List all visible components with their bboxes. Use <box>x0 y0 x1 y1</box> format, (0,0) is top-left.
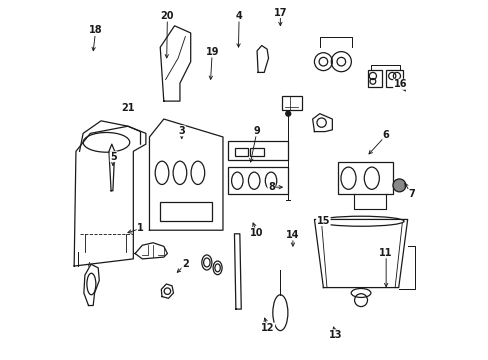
Text: 8: 8 <box>267 182 274 192</box>
Polygon shape <box>257 45 268 72</box>
Text: 19: 19 <box>205 47 219 57</box>
Polygon shape <box>161 284 173 298</box>
Text: 13: 13 <box>328 330 342 340</box>
Text: 17: 17 <box>273 8 286 18</box>
Text: 11: 11 <box>379 248 392 258</box>
Polygon shape <box>135 243 167 259</box>
Circle shape <box>392 179 405 192</box>
Text: 2: 2 <box>182 259 188 269</box>
Circle shape <box>285 111 290 116</box>
Text: 3: 3 <box>178 126 185 136</box>
Polygon shape <box>312 114 332 132</box>
Polygon shape <box>74 126 145 266</box>
Text: 16: 16 <box>393 79 407 89</box>
Text: 10: 10 <box>250 228 263 238</box>
Text: 4: 4 <box>235 11 242 21</box>
Text: 14: 14 <box>285 230 299 240</box>
Text: 1: 1 <box>137 224 143 233</box>
Polygon shape <box>234 234 241 309</box>
Text: 5: 5 <box>110 152 117 162</box>
Text: 9: 9 <box>253 126 260 136</box>
Polygon shape <box>149 119 223 230</box>
Text: 12: 12 <box>261 323 274 333</box>
Polygon shape <box>314 220 407 288</box>
Polygon shape <box>83 264 99 306</box>
Text: 20: 20 <box>161 11 174 21</box>
Text: 7: 7 <box>407 189 414 199</box>
Text: 15: 15 <box>316 216 329 225</box>
Text: 21: 21 <box>121 103 134 113</box>
Polygon shape <box>109 144 115 191</box>
Polygon shape <box>160 26 190 101</box>
Text: 6: 6 <box>382 130 389 140</box>
Text: 18: 18 <box>89 26 102 35</box>
